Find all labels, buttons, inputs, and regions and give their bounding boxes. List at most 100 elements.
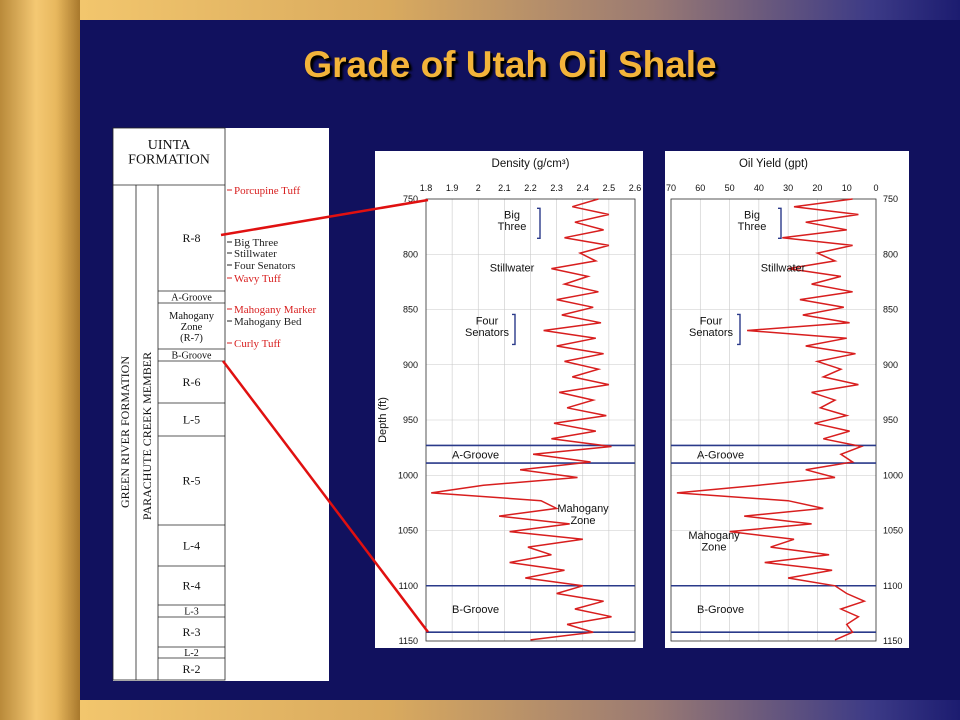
data-line [431, 198, 612, 641]
chart-title: Oil Yield (gpt) [739, 158, 808, 170]
bottom-decorative-bar [80, 700, 960, 720]
label-line: R-6 [183, 375, 201, 389]
x-tick-label: 40 [754, 183, 764, 193]
y-tick-label: 1000 [398, 470, 418, 480]
zone-label: R-5 [183, 474, 201, 488]
annotation-label: Four Senators [689, 315, 734, 339]
x-tick-label: 2.4 [576, 183, 589, 193]
y-tick-label: 1150 [883, 636, 902, 646]
label-line: Big [744, 209, 760, 221]
left-decorative-bar [0, 0, 80, 720]
label-line: Mahogany [557, 503, 609, 515]
label-line: 60 [695, 183, 705, 193]
label-line: 1100 [399, 581, 418, 591]
x-tick-label: 60 [695, 183, 705, 193]
label-line: Stillwater [761, 263, 806, 275]
annotation-label: Stillwater [761, 263, 806, 275]
label-line: Zone [570, 515, 595, 527]
label-line: Mahogany Marker [234, 304, 317, 316]
label-line: Oil Yield (gpt) [739, 158, 808, 170]
side-label: Big Three [234, 237, 278, 249]
label-line: Mahogany [169, 311, 215, 322]
label-line: FORMATION [128, 153, 210, 168]
label-line: 950 [403, 415, 418, 425]
x-tick-label: 2.1 [498, 183, 511, 193]
label-line: 40 [754, 183, 764, 193]
zone-label: Mahogany Zone (R-7) [169, 311, 215, 344]
plot-frame [670, 198, 877, 642]
label-line: L-5 [183, 413, 200, 427]
label-line: Porcupine Tuff [234, 185, 300, 197]
label-line: 750 [883, 194, 898, 204]
side-label: Curly Tuff [234, 338, 281, 350]
x-tick-label: 70 [666, 183, 676, 193]
x-tick-label: 2.3 [550, 183, 563, 193]
label-line: 30 [783, 183, 793, 193]
label-line: 2.3 [550, 183, 563, 193]
label-line: A-Groove [171, 293, 212, 304]
y-tick-label: 1050 [883, 526, 903, 536]
chart-panel [375, 151, 643, 648]
x-tick-label: 0 [873, 183, 878, 193]
data-line [676, 198, 867, 641]
y-tick-label: 1050 [398, 526, 418, 536]
label-line: 850 [403, 305, 418, 315]
connector-line-bottom [222, 360, 429, 633]
label-line: R-5 [183, 474, 201, 488]
label-line: 800 [883, 249, 898, 259]
label-line: Three [738, 221, 767, 233]
zone-label: L-5 [183, 413, 200, 427]
zone-label: R-4 [183, 579, 201, 593]
density-chart: 1.8 1.9 2 2.1 2.2 2.3 2.4 2.5 2.6 750 800 850 900 950… [375, 151, 643, 648]
y-tick-label: 850 [883, 305, 898, 315]
label-line: 850 [883, 305, 898, 315]
x-tick-label: 1.8 [420, 183, 433, 193]
y-tick-label: 800 [883, 249, 898, 259]
marker-label: A-Groove [452, 449, 499, 461]
label-line: Stillwater [490, 263, 535, 275]
zone-label: R-2 [183, 662, 201, 676]
bracket-marker [512, 313, 516, 346]
x-tick-label: 20 [812, 183, 822, 193]
zone-label: R-6 [183, 375, 201, 389]
label-line: B-Groove [172, 351, 213, 362]
bracket-marker [737, 313, 741, 346]
label-line: Density (g/cm³) [492, 158, 570, 170]
label-line: L-4 [183, 539, 200, 553]
label-line: Four Senators [234, 260, 295, 272]
label-line: 10 [842, 183, 852, 193]
zone-label: L-2 [184, 648, 198, 659]
chart-panel [665, 151, 909, 648]
y-tick-label: 950 [403, 415, 418, 425]
label-line: Senators [689, 327, 734, 339]
label-line: A-Groove [452, 449, 499, 461]
side-label: Stillwater [234, 248, 277, 260]
x-tick-label: 2.5 [603, 183, 616, 193]
annotation-label: Mahogany Zone [557, 503, 609, 527]
label-line: 900 [403, 360, 418, 370]
label-line: R-8 [183, 231, 201, 245]
label-line: R-3 [183, 625, 201, 639]
member-vertical-label: PARACHUTE CREEK MEMBER [140, 352, 154, 520]
label-line: 2 [476, 183, 481, 193]
side-label: Mahogany Bed [234, 316, 302, 328]
slide-title: Grade of Utah Oil Shale [303, 44, 717, 85]
x-tick-label: 30 [783, 183, 793, 193]
annotation-label: Four Senators [465, 315, 510, 339]
connector-line-top [220, 198, 429, 237]
label-line: 2.1 [498, 183, 511, 193]
label-line: Zone [181, 322, 203, 333]
y-tick-label: 900 [883, 360, 898, 370]
zone-label: A-Groove [171, 293, 212, 304]
label-line: Mahogany [688, 530, 740, 542]
label-line: 70 [666, 183, 676, 193]
label-line: 1100 [883, 581, 902, 591]
x-tick-label: 10 [842, 183, 852, 193]
connector-lines [220, 198, 429, 633]
label-line: Three [498, 221, 527, 233]
y-tick-label: 900 [403, 360, 418, 370]
y-tick-label: 1150 [399, 636, 418, 646]
label-line: 1000 [398, 470, 418, 480]
marker-label: A-Groove [697, 449, 744, 461]
